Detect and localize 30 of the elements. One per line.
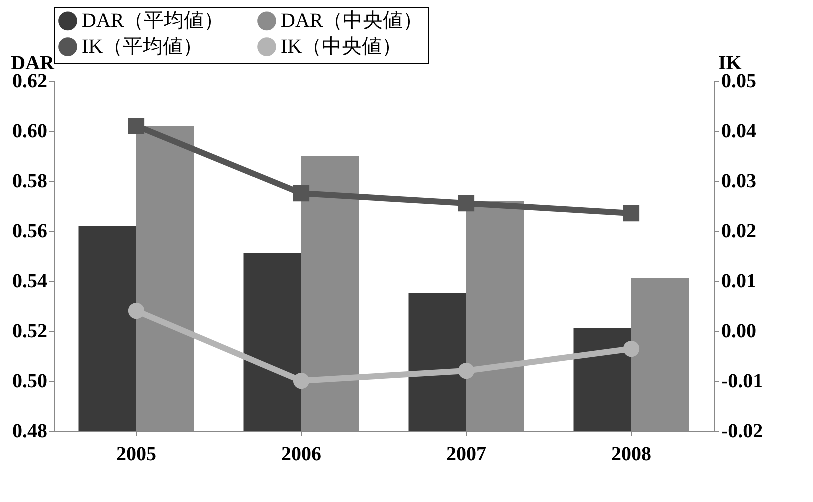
y2-tick-label: 0.03 [722,170,756,192]
y-tick-label: 0.58 [12,170,48,192]
point [293,372,310,390]
y-tick-label: 0.54 [12,270,48,292]
point [458,195,475,212]
y-tick-label: 0.56 [12,220,48,242]
y-tick-label: 0.48 [12,420,48,442]
point [623,340,640,358]
y-tick-label: 0.60 [12,120,48,142]
y2-tick-label: -0.02 [722,420,764,442]
y-tick-label: 0.52 [12,320,48,342]
y-tick-label: 0.50 [12,370,48,392]
x-tick-label: 2008 [612,444,652,466]
point [128,302,145,320]
legend-label: IK（中央値） [281,36,402,58]
point [293,185,310,202]
legend-label: DAR（中央値） [281,10,424,32]
legend-label: IK（平均値） [82,36,204,58]
y2-tick-label: 0.04 [722,120,756,142]
y2-tick-label: -0.01 [722,370,764,392]
point [458,362,475,380]
x-tick-label: 2006 [282,444,322,466]
point [623,205,640,222]
point [128,118,145,134]
x-tick-label: 2005 [116,444,156,466]
x-tick-label: 2007 [446,444,486,466]
y2-tick-label: 0.01 [722,270,756,292]
y2-tick-label: 0.02 [722,220,756,242]
y2-tick-label: 0.00 [722,320,756,342]
legend-label: DAR（平均値） [82,10,224,32]
